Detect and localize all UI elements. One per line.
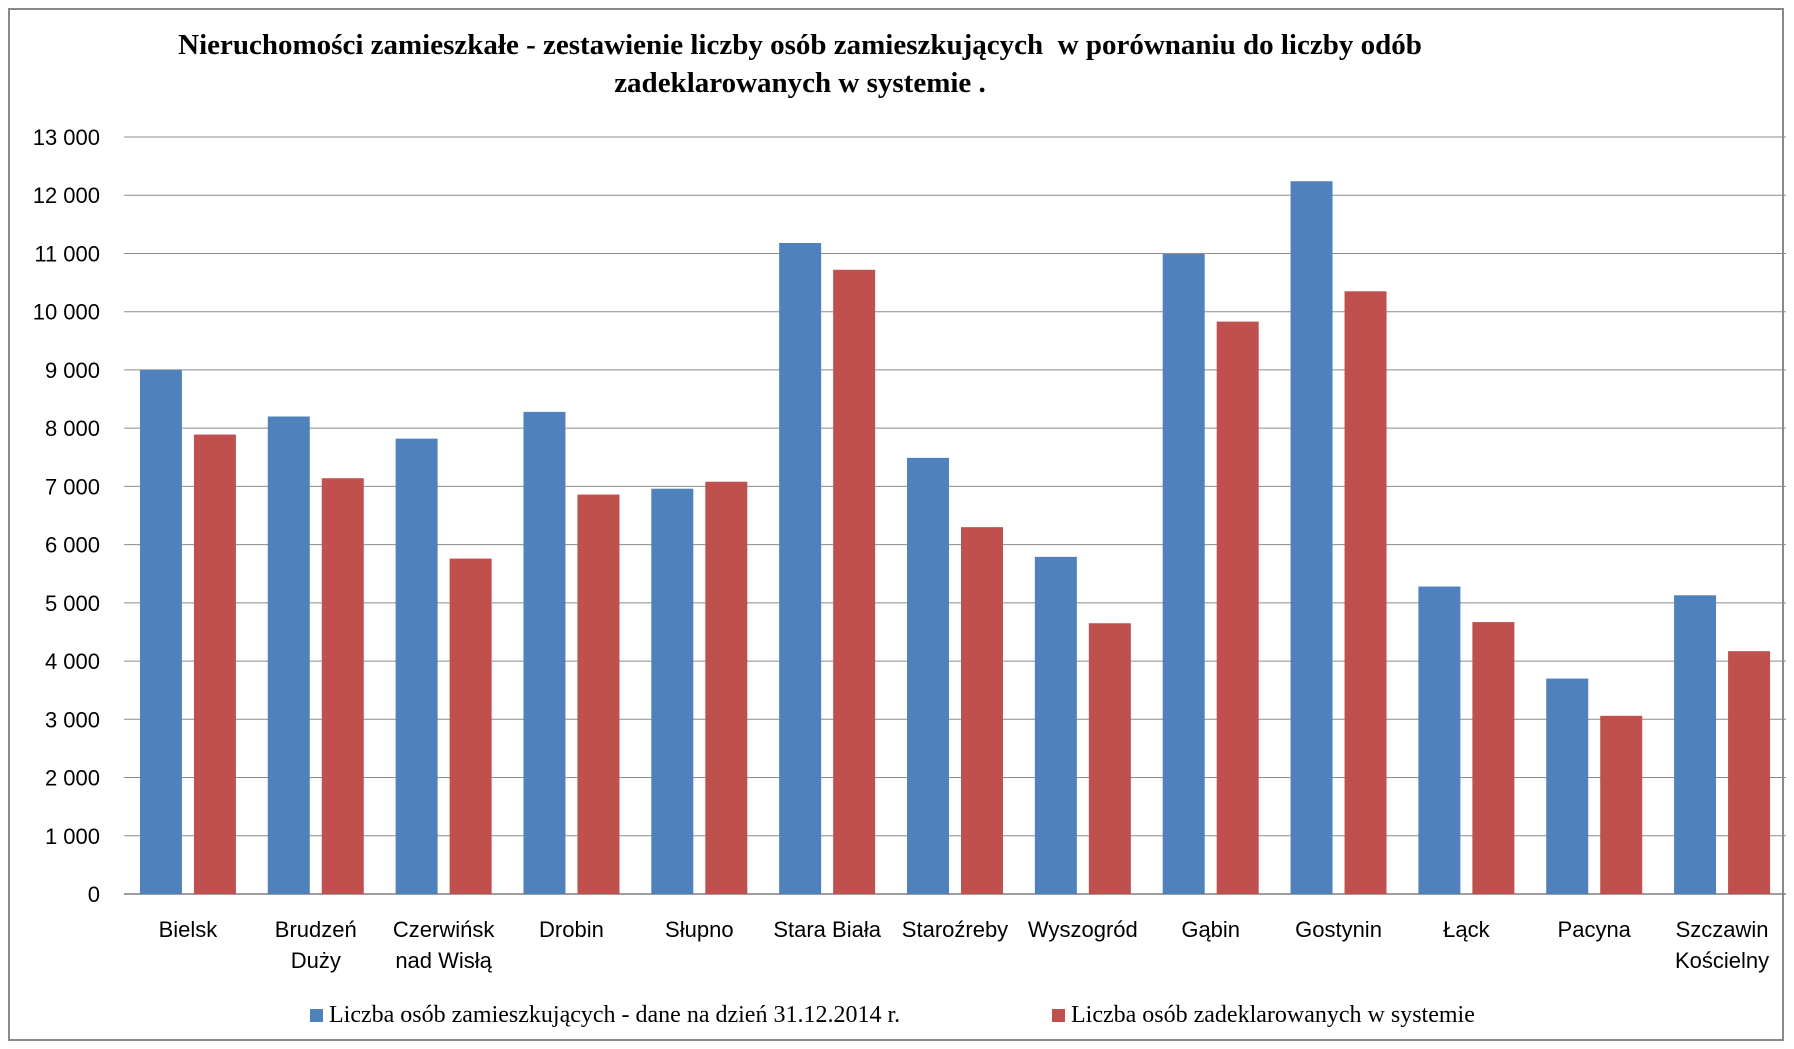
bar-series-1 bbox=[1162, 254, 1205, 895]
bar-series-2 bbox=[705, 481, 748, 894]
y-tick-label: 4 000 bbox=[45, 649, 100, 674]
x-tick-label: Słupno bbox=[665, 917, 734, 942]
x-tick-label: Szczawin bbox=[1676, 917, 1769, 942]
y-tick-label: 9 000 bbox=[45, 358, 100, 383]
bar-series-2 bbox=[833, 269, 876, 895]
y-tick-label: 0 bbox=[88, 882, 100, 907]
legend-label-series-2: Liczba osób zadeklarowanych w systemie bbox=[1071, 1002, 1475, 1028]
y-tick-label: 5 000 bbox=[45, 591, 100, 616]
bar-series-2 bbox=[1472, 622, 1515, 894]
x-tick-label: Staroźreby bbox=[902, 917, 1008, 942]
bar-series-1 bbox=[907, 457, 949, 894]
bar-series-1 bbox=[1674, 595, 1717, 894]
legend-item-series-1: Liczba osób zamieszkujących - dane na dz… bbox=[310, 1002, 900, 1029]
y-tick-label: 3 000 bbox=[45, 707, 100, 732]
chart-title: Nieruchomości zamieszkałe - zestawienie … bbox=[0, 26, 1600, 102]
bar-series-2 bbox=[321, 478, 364, 894]
bar-series-1 bbox=[523, 411, 566, 894]
bar-series-1 bbox=[1546, 678, 1589, 894]
legend-swatch-series-2 bbox=[1052, 1009, 1065, 1022]
bar-series-2 bbox=[1600, 715, 1643, 894]
chart-title-line-2: zadeklarowanych w systemie . bbox=[614, 67, 986, 99]
bar-series-1 bbox=[1290, 181, 1333, 895]
bar-series-2 bbox=[961, 527, 1003, 894]
bar-series-1 bbox=[1034, 556, 1077, 894]
y-tick-label: 2 000 bbox=[45, 766, 100, 791]
x-tick-label: Pacyna bbox=[1558, 917, 1632, 942]
bar-series-1 bbox=[779, 242, 822, 895]
bar-series-1 bbox=[1418, 586, 1461, 894]
x-tick-label: Kościelny bbox=[1675, 948, 1769, 973]
y-tick-label: 1 000 bbox=[45, 824, 100, 849]
bar-series-2 bbox=[1344, 291, 1387, 894]
x-tick-label: nad Wisłą bbox=[395, 948, 492, 973]
x-tick-label: Czerwińsk bbox=[393, 917, 495, 942]
y-tick-label: 11 000 bbox=[34, 241, 100, 266]
y-tick-label: 10 000 bbox=[33, 300, 100, 325]
bar-series-2 bbox=[449, 558, 492, 894]
y-tick-label: 8 000 bbox=[45, 416, 100, 441]
bar-series-1 bbox=[395, 438, 438, 894]
x-tick-label: Drobin bbox=[539, 917, 604, 942]
x-tick-label: Wyszogród bbox=[1028, 917, 1138, 942]
legend-item-series-2: Liczba osób zadeklarowanych w systemie bbox=[1052, 1002, 1475, 1029]
x-tick-label: Stara Biała bbox=[773, 917, 881, 942]
y-tick-label: 12 000 bbox=[33, 183, 100, 208]
bar-series-2 bbox=[1728, 651, 1771, 894]
x-tick-label: Bielsk bbox=[159, 917, 219, 942]
bar-series-1 bbox=[139, 369, 182, 894]
bar-series-2 bbox=[577, 494, 620, 894]
x-tick-label: Brudzeń bbox=[275, 917, 357, 942]
x-tick-label: Gostynin bbox=[1295, 917, 1382, 942]
y-tick-label: 7 000 bbox=[45, 474, 100, 499]
bar-series-2 bbox=[1216, 321, 1259, 894]
chart-title-line-1: Nieruchomości zamieszkałe - zestawienie … bbox=[178, 29, 1422, 61]
x-tick-label: Duży bbox=[291, 948, 341, 973]
legend-swatch-series-1 bbox=[310, 1009, 323, 1022]
x-tick-label: Łąck bbox=[1443, 917, 1490, 942]
bar-series-2 bbox=[1088, 623, 1131, 894]
legend-label-series-1: Liczba osób zamieszkujących - dane na dz… bbox=[329, 1002, 901, 1028]
bar-series-2 bbox=[193, 434, 236, 894]
bar-series-1 bbox=[267, 416, 310, 894]
bar-series-1 bbox=[651, 488, 694, 894]
y-tick-label: 6 000 bbox=[45, 533, 100, 558]
x-tick-label: Gąbin bbox=[1181, 917, 1240, 942]
y-tick-label: 13 000 bbox=[33, 125, 100, 150]
legend: Liczba osób zamieszkujących - dane na dz… bbox=[0, 1002, 1794, 1032]
